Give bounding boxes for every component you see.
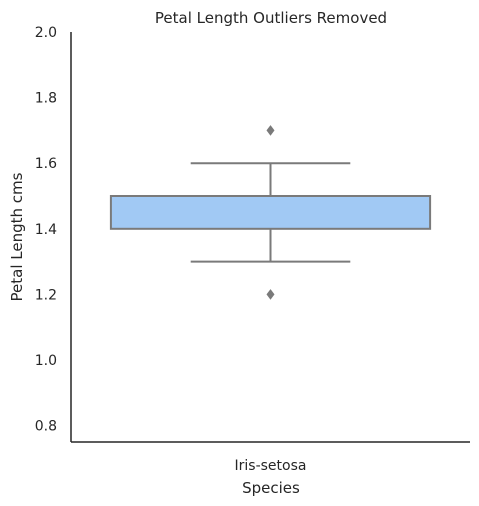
x-axis: Iris-setosa — [71, 441, 470, 474]
y-tick-label: 1.6 — [35, 156, 57, 172]
y-tick-label: 1.0 — [35, 353, 57, 369]
y-tick-label: 1.8 — [35, 91, 57, 107]
outlier-point — [266, 289, 275, 300]
box-iqr — [109, 195, 432, 230]
y-tick-label: 1.4 — [35, 222, 57, 238]
chart-title: Petal Length Outliers Removed — [155, 9, 387, 27]
y-axis: 0.8 1.0 1.2 1.4 1.6 1.8 2.0 — [35, 25, 72, 442]
plot-area — [109, 125, 432, 300]
y-tick-label: 1.2 — [35, 287, 57, 303]
y-axis-label: Petal Length cms — [8, 172, 26, 301]
x-tick-label: Iris-setosa — [235, 458, 307, 474]
y-tick-label: 0.8 — [35, 419, 57, 435]
x-axis-label: Species — [242, 479, 300, 497]
outlier-point — [266, 125, 275, 136]
y-tick-label: 2.0 — [35, 25, 57, 41]
